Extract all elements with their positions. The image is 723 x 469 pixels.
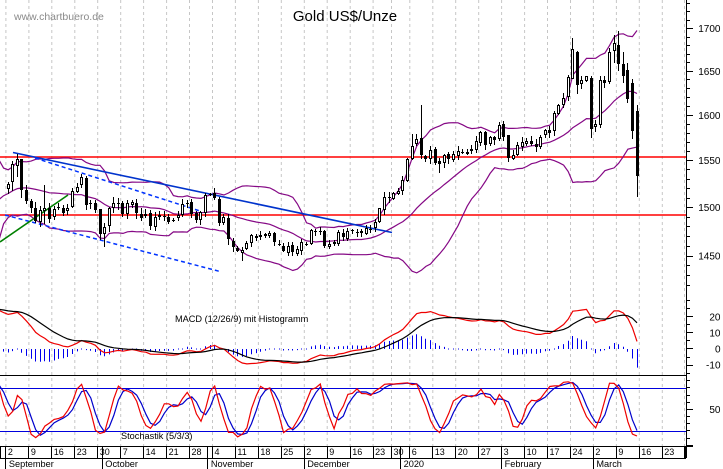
svg-text:-10: -10 <box>706 361 721 372</box>
svg-text:30: 30 <box>394 447 404 457</box>
svg-text:Stochastik (5/3/3): Stochastik (5/3/3) <box>121 431 193 441</box>
svg-text:9: 9 <box>618 447 623 457</box>
svg-text:1600: 1600 <box>698 111 721 122</box>
svg-text:20: 20 <box>709 312 721 323</box>
svg-text:Gold US$/Unze: Gold US$/Unze <box>293 8 397 25</box>
svg-text:0: 0 <box>715 345 721 356</box>
svg-text:27: 27 <box>481 447 491 457</box>
svg-text:September: September <box>9 459 54 469</box>
svg-text:www.chartbuero.de: www.chartbuero.de <box>13 11 104 23</box>
svg-text:14: 14 <box>146 447 156 457</box>
svg-text:1450: 1450 <box>698 252 721 263</box>
svg-text:9: 9 <box>329 447 334 457</box>
svg-text:1700: 1700 <box>698 24 721 35</box>
svg-text:17: 17 <box>550 447 560 457</box>
svg-text:16: 16 <box>641 447 651 457</box>
svg-text:50: 50 <box>709 405 721 416</box>
svg-text:MACD (12/26/9) mit Histogramm: MACD (12/26/9) mit Histogramm <box>175 314 309 324</box>
svg-text:October: October <box>105 459 138 469</box>
svg-text:2: 2 <box>306 447 311 457</box>
svg-text:23: 23 <box>77 447 87 457</box>
svg-text:23: 23 <box>375 447 385 457</box>
svg-text:18: 18 <box>260 447 270 457</box>
svg-text:February: February <box>505 459 542 469</box>
svg-text:11: 11 <box>237 447 246 457</box>
svg-text:24: 24 <box>573 447 583 457</box>
svg-text:4: 4 <box>215 447 220 457</box>
svg-text:30: 30 <box>100 447 110 457</box>
svg-text:2: 2 <box>595 447 600 457</box>
svg-text:23: 23 <box>664 447 674 457</box>
svg-text:3: 3 <box>504 447 509 457</box>
svg-text:10: 10 <box>709 328 721 339</box>
svg-text:6: 6 <box>412 447 417 457</box>
svg-text:7: 7 <box>123 447 128 457</box>
svg-text:1500: 1500 <box>698 203 721 214</box>
svg-text:December: December <box>307 459 349 469</box>
svg-text:1550: 1550 <box>698 156 721 167</box>
svg-text:November: November <box>211 459 253 469</box>
svg-text:13: 13 <box>435 447 445 457</box>
svg-text:20: 20 <box>458 447 468 457</box>
svg-text:21: 21 <box>169 447 179 457</box>
svg-text:2020: 2020 <box>404 459 424 469</box>
svg-text:25: 25 <box>283 447 293 457</box>
svg-text:2: 2 <box>8 447 13 457</box>
svg-text:9: 9 <box>31 447 36 457</box>
svg-text:16: 16 <box>54 447 64 457</box>
svg-text:16: 16 <box>352 447 362 457</box>
svg-text:March: March <box>596 459 622 469</box>
svg-text:28: 28 <box>192 447 202 457</box>
svg-text:1650: 1650 <box>698 67 721 78</box>
svg-text:10: 10 <box>527 447 537 457</box>
